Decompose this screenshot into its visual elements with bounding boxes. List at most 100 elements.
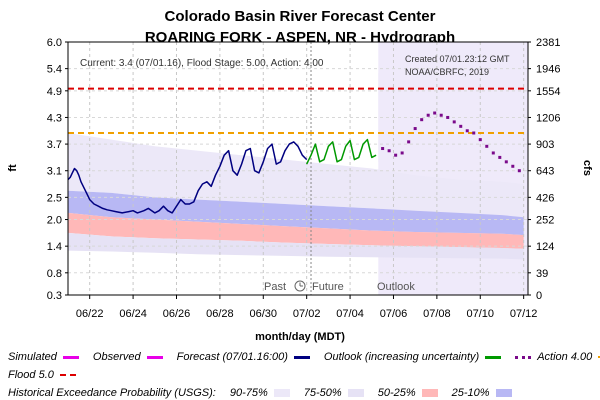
- legend-simulated-label: Simulated: [8, 351, 57, 363]
- outlook-label: Outlook: [377, 281, 415, 293]
- plot-frame: [67, 41, 529, 296]
- legend-p75-50: 75-50%: [304, 387, 364, 399]
- past-label: Past: [264, 281, 286, 293]
- legend-uncertainty-swatch: [515, 355, 532, 359]
- uncertainty-point: [459, 124, 463, 128]
- legend-outlook-swatch: [485, 355, 502, 359]
- y-tick-right: 1206: [536, 112, 560, 124]
- band-90-75: [68, 133, 524, 218]
- y-tick-right: 124: [536, 241, 554, 253]
- y-tick-right: 903: [536, 139, 554, 151]
- legend-outlook-label: Outlook (increasing uncertainty): [323, 351, 480, 363]
- y-tick-left: 6.0: [47, 37, 62, 49]
- uncertainty-point: [400, 151, 404, 155]
- x-tick-label: 07/04: [336, 308, 364, 320]
- y-axis-label-right: cfs: [581, 160, 593, 176]
- uncertainty-point: [472, 131, 476, 135]
- hydrograph-chart: Colorado Basin River Forecast Center ROA…: [7, 8, 593, 343]
- legend-forecast-swatch: [293, 355, 310, 359]
- forecast-series: [67, 141, 308, 214]
- uncertainty-point: [413, 127, 417, 131]
- legend-p25-10-label: 25-10%: [451, 387, 490, 399]
- y-tick-right: 643: [536, 166, 554, 178]
- y-tick-left: 2.5: [47, 192, 62, 204]
- legend-row-2: Flood 5.0: [8, 369, 90, 381]
- y-tick-right: 2381: [536, 37, 560, 49]
- legend-p90-75-label: 90-75%: [229, 387, 268, 399]
- uncertainty-point: [485, 144, 489, 148]
- uncertainty-point: [394, 153, 398, 157]
- x-tick-label: 07/06: [380, 308, 408, 320]
- uncertainty-point: [446, 115, 450, 119]
- x-tick-label: 06/28: [206, 308, 234, 320]
- uncertainty-point: [465, 129, 469, 133]
- uncertainty-point: [439, 113, 443, 117]
- x-tick-label: 07/12: [510, 308, 538, 320]
- legend-p75-50-label: 75-50%: [303, 387, 342, 399]
- x-tick-label: 06/26: [163, 308, 191, 320]
- y-tick-right: 0: [536, 290, 542, 302]
- legend-p90-75: 90-75%: [230, 387, 290, 399]
- uncertainty-point: [433, 111, 437, 115]
- band-outlook-upper: [378, 42, 528, 167]
- y-tick-left: 1.4: [47, 241, 62, 253]
- legend-simulated-swatch: [62, 355, 79, 359]
- legend-forecast-label: Forecast (07/01.16:00): [176, 351, 288, 363]
- legend-hist-label: Historical Exceedance Probability (USGS)…: [8, 387, 216, 399]
- uncertainty-point: [381, 147, 385, 151]
- y-tick-left: 4.9: [47, 86, 62, 98]
- legend-simulated: Simulated: [8, 351, 79, 363]
- uncertainty-point: [511, 164, 515, 168]
- y-tick-left: 5.4: [47, 64, 62, 76]
- uncertainty-point: [452, 120, 456, 124]
- band-25-10: [68, 190, 524, 236]
- legend-p25-10: 25-10%: [452, 387, 512, 399]
- chart-title: Colorado Basin River Forecast Center: [165, 8, 436, 25]
- legend-flood-swatch: [59, 374, 76, 376]
- uncertainty-point: [491, 151, 495, 155]
- y-tick-right: 1554: [536, 86, 560, 98]
- uncertainty-point: [387, 149, 391, 153]
- legend-flood-label: Flood 5.0: [8, 369, 54, 381]
- legend-observed-swatch: [146, 355, 163, 359]
- outlook-series: [306, 138, 377, 165]
- y-axis-label-left: ft: [7, 164, 19, 172]
- y-tick-left: 4.3: [47, 112, 62, 124]
- y-tick-left: 3.1: [47, 166, 62, 178]
- created-line-1: Created 07/01.23:12 GMT: [405, 54, 510, 64]
- legend-p50-25-label: 50-25%: [377, 387, 416, 399]
- legend-p90-75-swatch: [273, 389, 290, 397]
- future-label: Future: [312, 281, 344, 293]
- legend-flood: Flood 5.0: [8, 369, 76, 381]
- x-tick-label: 06/22: [76, 308, 104, 320]
- legend-action-swatch: [598, 356, 600, 358]
- legend-hist-text: Historical Exceedance Probability (USGS)…: [8, 387, 216, 399]
- uncertainty-point: [517, 169, 521, 173]
- legend-uncertainty: Action 4.00: [515, 351, 600, 363]
- x-axis-label: month/day (MDT): [255, 331, 345, 343]
- legend-observed-label: Observed: [92, 351, 141, 363]
- uncertainty-point: [498, 155, 502, 159]
- legend-row-3: Historical Exceedance Probability (USGS)…: [8, 387, 526, 399]
- legend-p75-50-swatch: [347, 389, 364, 397]
- legend-outlook: Outlook (increasing uncertainty): [323, 351, 502, 363]
- clock-icon: [294, 280, 306, 292]
- legend-p50-25-swatch: [421, 389, 438, 397]
- y-tick-right: 1946: [536, 64, 560, 76]
- info-line: Current: 3.4 (07/01.16), Flood Stage: 5.…: [80, 58, 324, 69]
- legend-action-label: Action 4.00: [537, 351, 593, 363]
- y-tick-left: 0.3: [47, 290, 62, 302]
- legend-p50-25: 50-25%: [378, 387, 438, 399]
- y-tick-left: 3.7: [47, 139, 62, 151]
- y-tick-left: 0.8: [47, 268, 62, 280]
- x-tick-label: 06/30: [250, 308, 278, 320]
- legend-observed: Observed: [93, 351, 163, 363]
- y-tick-right: 39: [536, 268, 548, 280]
- legend-row-1: Simulated Observed Forecast (07/01.16:00…: [8, 351, 600, 363]
- y-tick-right: 252: [536, 215, 554, 227]
- x-tick-label: 07/10: [466, 308, 494, 320]
- created-line-2: NOAA/CBRFC, 2019: [405, 67, 489, 77]
- uncertainty-point: [426, 113, 430, 117]
- x-tick-label: 06/24: [119, 308, 147, 320]
- uncertainty-point: [504, 160, 508, 164]
